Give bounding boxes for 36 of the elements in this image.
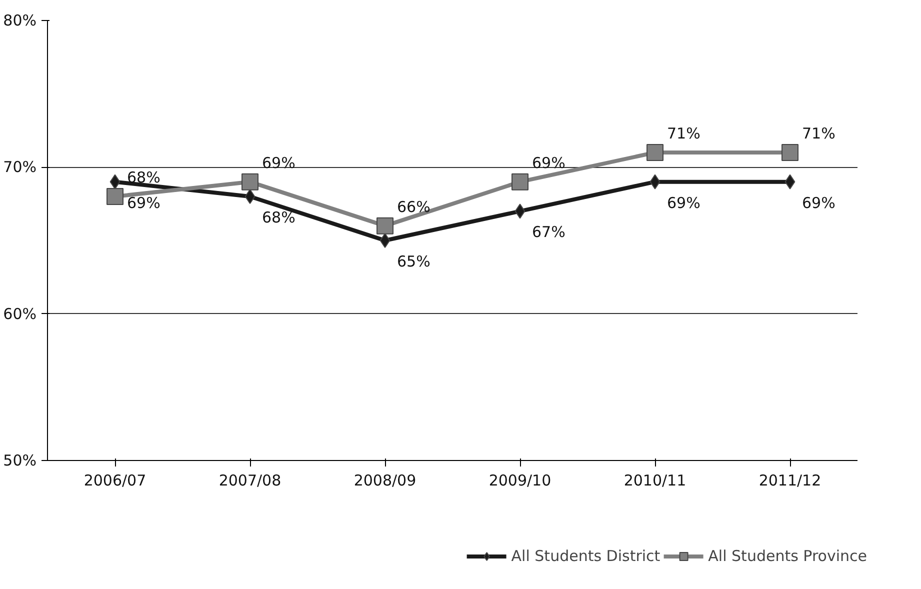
- x-tick-label: 2010/11: [624, 472, 686, 490]
- x-tick-label: 2008/09: [354, 472, 416, 490]
- data-label: 67%: [532, 223, 566, 242]
- point: [784, 174, 796, 190]
- point: [512, 173, 528, 190]
- point: [242, 173, 258, 190]
- data-label: 66%: [397, 198, 430, 216]
- data-label: 69%: [262, 154, 296, 172]
- x-tick-label: 2009/10: [488, 472, 552, 490]
- x-tick-label: 2007/08: [218, 472, 282, 490]
- point: [650, 174, 660, 190]
- point: [514, 204, 526, 219]
- y-tick-label: 60%: [3, 304, 37, 323]
- x-tick-label: 2011/12: [758, 472, 822, 490]
- point: [782, 144, 798, 161]
- legend-label: All Students District: [511, 547, 660, 565]
- data-label: 65%: [397, 252, 430, 270]
- data-label: 69%: [127, 194, 160, 212]
- data-label: 69%: [532, 154, 566, 172]
- data-label: 68%: [262, 208, 296, 226]
- y-tick-label: 70%: [3, 158, 37, 176]
- data-label: 71%: [667, 124, 700, 142]
- legend-label: All Students Province: [708, 547, 867, 565]
- point: [110, 174, 120, 190]
- y-tick-label: 80%: [3, 12, 37, 30]
- data-label: 69%: [802, 194, 836, 212]
- y-tick-label: 50%: [3, 452, 37, 470]
- x-tick-label: 2006/07: [84, 472, 146, 490]
- data-label: 71%: [802, 124, 836, 142]
- point: [380, 233, 390, 248]
- point: [106, 188, 124, 205]
- point: [244, 189, 256, 204]
- point: [646, 144, 664, 161]
- point: [376, 217, 394, 234]
- data-label: 69%: [667, 194, 700, 212]
- data-label: 68%: [127, 168, 160, 186]
